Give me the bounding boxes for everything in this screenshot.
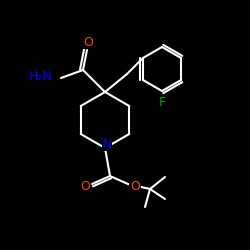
- Text: H₂N: H₂N: [29, 70, 53, 84]
- Text: O: O: [130, 180, 140, 194]
- Text: O: O: [80, 180, 90, 194]
- Text: F: F: [158, 96, 166, 108]
- Text: O: O: [83, 36, 93, 49]
- Text: N: N: [102, 138, 112, 150]
